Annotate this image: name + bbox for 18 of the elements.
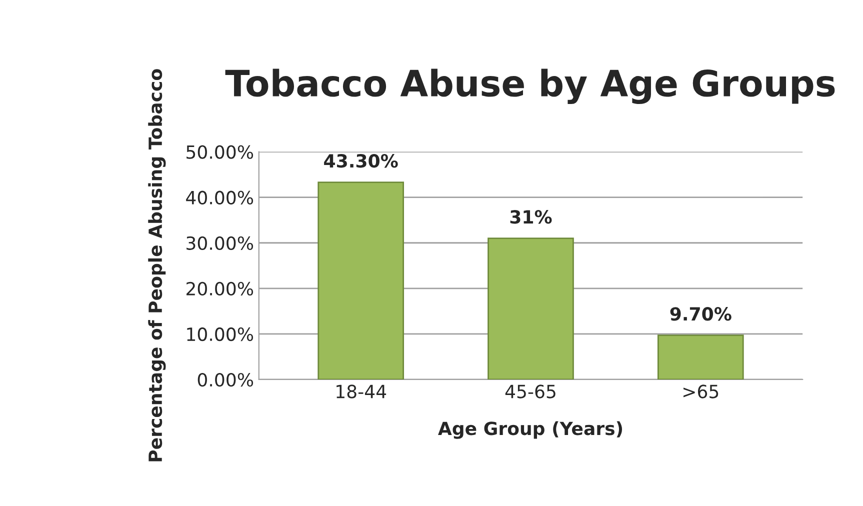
x-axis-title: Age Group (Years) (438, 421, 622, 439)
data-label: 31% (510, 210, 552, 224)
y-tick-label: 20.00% (186, 282, 254, 296)
y-tick-label: 40.00% (186, 190, 254, 204)
bar (657, 334, 744, 380)
x-tick-label: >65 (684, 384, 718, 398)
data-label: 9.70% (670, 307, 732, 321)
y-tick-label: 30.00% (186, 236, 254, 250)
y-tick-label: 10.00% (187, 327, 254, 342)
bar (318, 182, 404, 380)
y-tick-label: 0.00% (198, 372, 254, 387)
y-axis-title: Percentage of People Abusing Tobacco (148, 69, 166, 462)
chart-title: Tobacco Abuse by Age Groups (225, 68, 835, 104)
y-tick-label: 50.00% (186, 145, 254, 159)
x-tick-label: 18-44 (336, 384, 386, 398)
data-label: 43.30% (324, 154, 398, 168)
bar (488, 238, 574, 380)
x-tick-label: 45-65 (505, 384, 556, 398)
